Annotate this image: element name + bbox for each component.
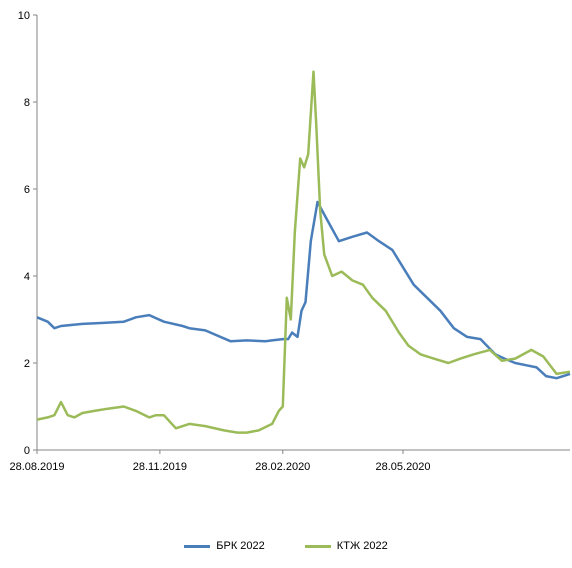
x-tick-label: 28.08.2019 <box>9 461 64 473</box>
y-axis: 0 2 4 6 8 10 <box>18 10 38 457</box>
legend-swatch-brk <box>184 544 211 548</box>
legend-swatch-ktzh <box>304 544 331 548</box>
y-tick-label: 8 <box>24 97 30 109</box>
series-line-brk <box>36 200 571 380</box>
legend-item-ktzh: КТЖ 2022 <box>304 540 388 552</box>
y-tick-label: 4 <box>24 271 30 283</box>
x-tick-label: 28.02.2020 <box>255 461 310 473</box>
y-tick-label: 6 <box>24 184 30 196</box>
series-line-ktzh <box>36 70 571 434</box>
y-tick-label: 2 <box>24 358 30 370</box>
legend-item-brk: БРК 2022 <box>184 540 265 552</box>
x-tick-label: 28.11.2019 <box>133 461 187 473</box>
y-tick-label: 0 <box>24 445 30 457</box>
legend-label-ktzh: КТЖ 2022 <box>336 540 388 552</box>
x-tick-label: 28.05.2020 <box>375 461 430 473</box>
legend-label-brk: БРК 2022 <box>216 540 265 552</box>
legend: БРК 2022 КТЖ 2022 <box>0 540 572 552</box>
series-group <box>36 70 571 434</box>
x-axis: 28.08.2019 28.11.2019 28.02.2020 28.05.2020 <box>9 449 570 473</box>
y-tick-label: 10 <box>18 10 30 22</box>
